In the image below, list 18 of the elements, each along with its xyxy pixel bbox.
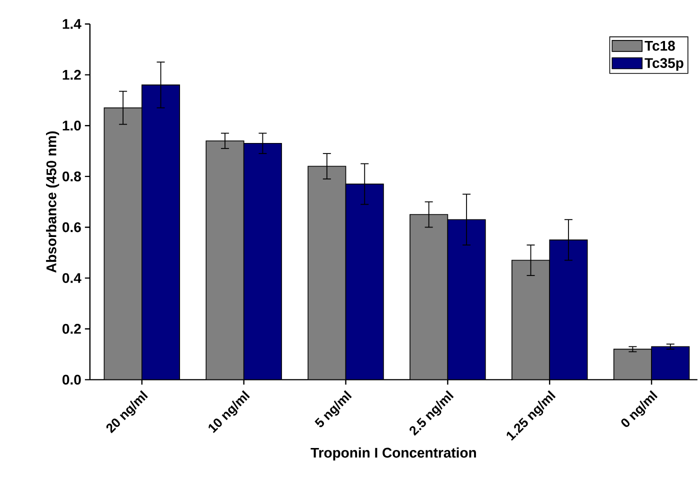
y-tick-label: 0.4 xyxy=(62,273,82,284)
y-tick-label: 0.6 xyxy=(62,222,81,232)
y-tick-label: 1.4 xyxy=(62,19,82,29)
bar xyxy=(613,348,652,380)
bar xyxy=(410,214,448,380)
y-tick-label: 0.0 xyxy=(62,374,81,385)
legend-label: Tc35p xyxy=(644,58,684,71)
bar xyxy=(308,166,346,380)
y-tick-label: 1.0 xyxy=(62,120,81,131)
y-axis-title: Absorbance (450 nm) xyxy=(46,132,60,273)
x-axis-title: Troponin I Concentration xyxy=(310,448,476,461)
legend-label: Tc18 xyxy=(644,41,675,51)
y-tick-label: 0.2 xyxy=(62,324,81,334)
y-tick-label: 1.2 xyxy=(62,70,81,80)
bar xyxy=(512,260,550,380)
bar xyxy=(104,108,142,380)
bar xyxy=(206,140,244,380)
y-tick-label: 0.8 xyxy=(62,172,81,182)
